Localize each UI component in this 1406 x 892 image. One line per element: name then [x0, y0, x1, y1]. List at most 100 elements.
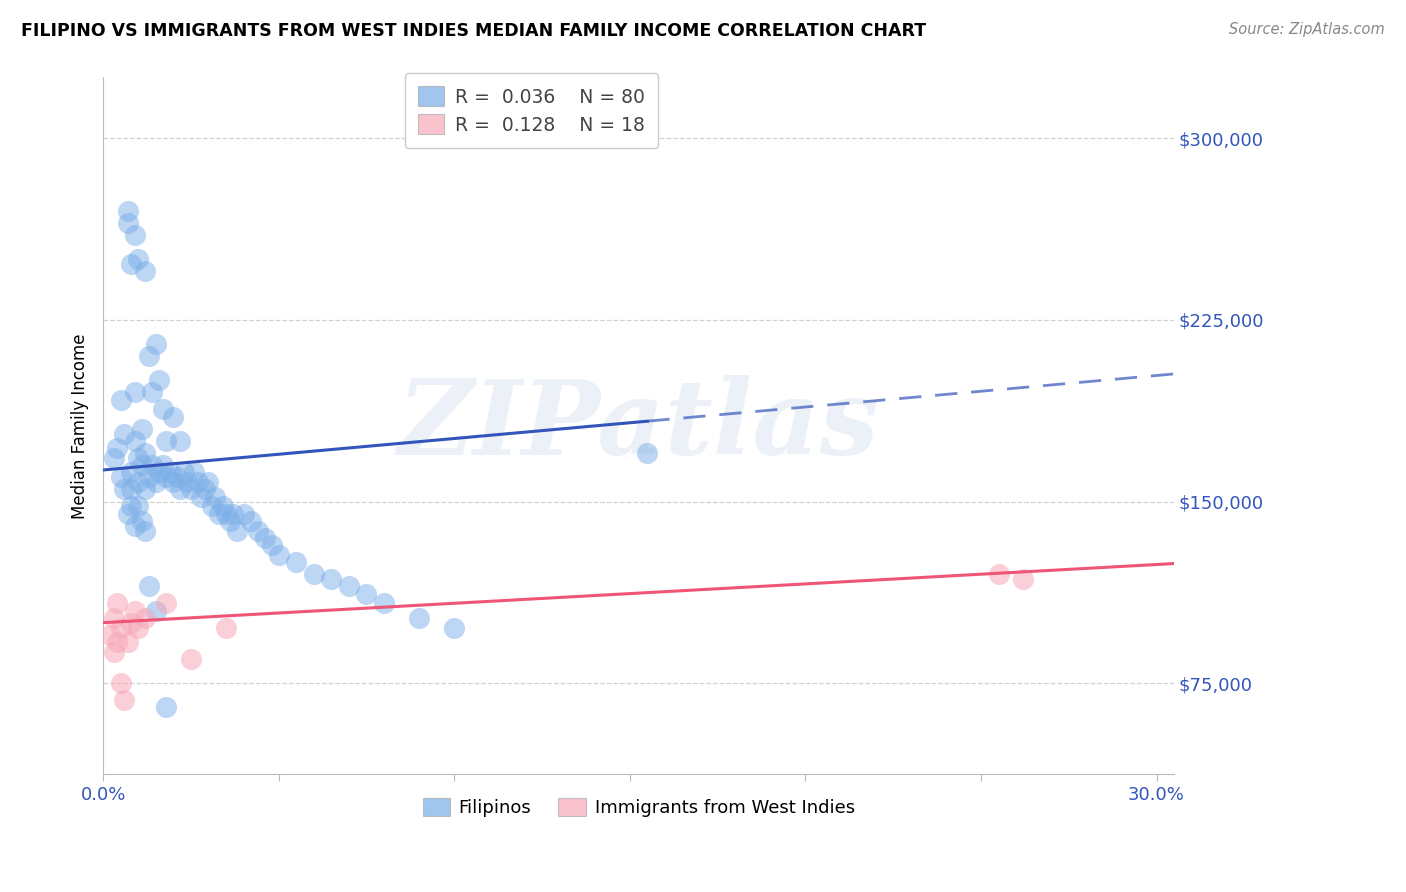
Point [211, 500, 233, 514]
Point [152, 458, 174, 472]
Point [120, 466, 142, 480]
Point [246, 524, 269, 538]
Point [138, 579, 160, 593]
Point [127, 475, 149, 489]
Point [194, 483, 217, 497]
Point [260, 538, 283, 552]
Point [145, 603, 167, 617]
Point [117, 635, 139, 649]
Point [148, 373, 170, 387]
Point [105, 441, 128, 455]
Point [215, 507, 238, 521]
Point [103, 611, 125, 625]
Point [152, 402, 174, 417]
Point [112, 693, 135, 707]
Point [141, 458, 163, 472]
Point [987, 567, 1010, 582]
Point [120, 483, 142, 497]
Point [197, 475, 219, 489]
Text: ZIPatlas: ZIPatlas [398, 375, 879, 476]
Point [337, 579, 360, 593]
Point [134, 524, 156, 538]
Point [201, 500, 224, 514]
Point [124, 385, 146, 400]
Point [408, 611, 430, 625]
Text: Source: ZipAtlas.com: Source: ZipAtlas.com [1229, 22, 1385, 37]
Point [180, 483, 202, 497]
Point [155, 596, 177, 610]
Point [373, 596, 395, 610]
Point [112, 426, 135, 441]
Point [162, 475, 184, 489]
Point [187, 475, 209, 489]
Point [105, 596, 128, 610]
Point [124, 227, 146, 242]
Point [117, 203, 139, 218]
Point [443, 620, 465, 634]
Point [218, 514, 240, 528]
Point [636, 446, 658, 460]
Legend: Filipinos, Immigrants from West Indies: Filipinos, Immigrants from West Indies [415, 790, 862, 824]
Point [124, 603, 146, 617]
Point [131, 514, 153, 528]
Point [145, 337, 167, 351]
Point [127, 500, 149, 514]
Point [208, 507, 231, 521]
Point [155, 700, 177, 714]
Point [141, 385, 163, 400]
Point [120, 615, 142, 630]
Point [127, 620, 149, 634]
Point [321, 572, 343, 586]
Point [190, 490, 212, 504]
Point [162, 409, 184, 424]
Point [169, 434, 191, 448]
Point [127, 450, 149, 465]
Point [222, 507, 245, 521]
Point [232, 507, 254, 521]
Y-axis label: Median Family Income: Median Family Income [72, 333, 89, 518]
Point [120, 257, 142, 271]
Point [225, 524, 247, 538]
Text: FILIPINO VS IMMIGRANTS FROM WEST INDIES MEDIAN FAMILY INCOME CORRELATION CHART: FILIPINO VS IMMIGRANTS FROM WEST INDIES … [21, 22, 927, 40]
Point [173, 466, 195, 480]
Point [253, 531, 276, 545]
Point [117, 507, 139, 521]
Point [105, 635, 128, 649]
Point [166, 470, 188, 484]
Point [183, 466, 205, 480]
Point [110, 676, 132, 690]
Point [285, 555, 308, 569]
Point [103, 645, 125, 659]
Point [134, 446, 156, 460]
Point [148, 466, 170, 480]
Point [215, 620, 238, 634]
Point [131, 422, 153, 436]
Point [302, 567, 325, 582]
Point [180, 652, 202, 666]
Point [120, 500, 142, 514]
Point [176, 475, 198, 489]
Point [138, 470, 160, 484]
Point [98, 628, 121, 642]
Point [159, 466, 181, 480]
Point [239, 514, 262, 528]
Point [155, 470, 177, 484]
Point [138, 349, 160, 363]
Point [110, 392, 132, 407]
Point [267, 548, 290, 562]
Point [127, 252, 149, 267]
Point [155, 434, 177, 448]
Point [204, 490, 226, 504]
Point [131, 458, 153, 472]
Point [134, 264, 156, 278]
Point [124, 518, 146, 533]
Point [110, 470, 132, 484]
Point [103, 450, 125, 465]
Point [117, 216, 139, 230]
Point [134, 611, 156, 625]
Point [169, 483, 191, 497]
Point [112, 483, 135, 497]
Point [124, 434, 146, 448]
Point [134, 483, 156, 497]
Point [145, 475, 167, 489]
